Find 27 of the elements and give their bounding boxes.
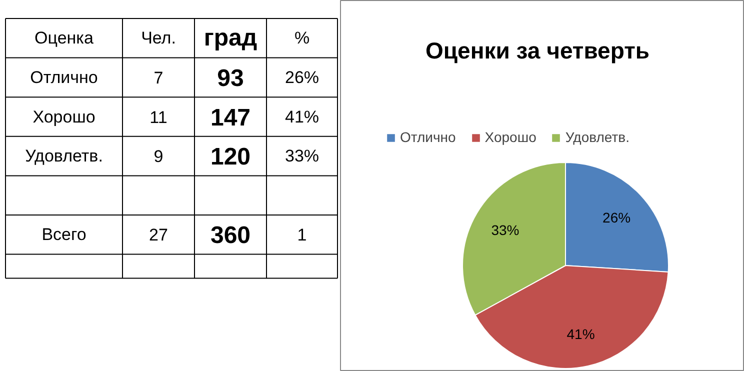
legend-label: Отлично	[400, 129, 456, 145]
text: 1	[297, 226, 307, 245]
text: 360	[210, 222, 251, 250]
text: 26%	[284, 68, 320, 87]
chart-title: Оценки за четверть	[426, 38, 650, 64]
text: 33%	[284, 146, 320, 166]
category-label: Чел.	[141, 28, 176, 48]
text: 11	[150, 108, 168, 127]
category-label: Удовлетв.	[25, 146, 103, 166]
category-label: Всего	[42, 225, 86, 244]
data-label: 33%	[491, 222, 520, 238]
text: 9	[154, 147, 164, 166]
legend-label: Хорошо	[484, 129, 536, 145]
category-label: Отлично	[30, 68, 98, 87]
category-label: Хорошо	[32, 107, 96, 126]
text: 147	[210, 104, 251, 132]
text: 93	[217, 64, 244, 92]
text: 7	[154, 68, 164, 88]
data-label: 26%	[602, 210, 631, 226]
text: 120	[210, 144, 251, 171]
data-label: 41%	[566, 326, 595, 342]
legend-label: Удовлетв.	[565, 129, 630, 145]
text: 41%	[284, 107, 320, 126]
category-label: Оценка	[34, 28, 94, 48]
category-label: град	[204, 24, 258, 52]
text: 27	[149, 226, 168, 245]
category-label: %	[294, 28, 310, 48]
